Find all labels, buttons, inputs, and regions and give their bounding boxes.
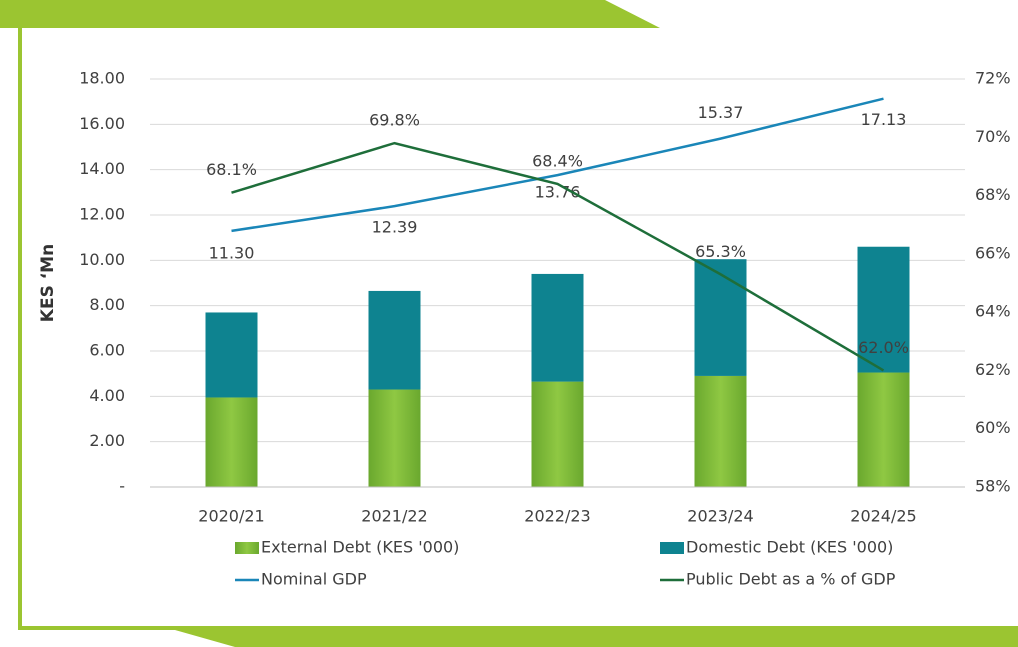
frame-bottom [18, 626, 1018, 647]
y2-tick-label: 60% [975, 418, 1011, 437]
line [231, 141, 885, 372]
y2-tick-label: 66% [975, 243, 1011, 262]
y2-tick-label: 64% [975, 302, 1011, 321]
y2-tick-label: 70% [975, 127, 1011, 146]
y2-tick-label: 62% [975, 360, 1011, 379]
legend-label: Public Debt as a % of GDP [686, 570, 896, 589]
y-axis-label: KES ‘Mn [38, 244, 58, 322]
y-tick-label: 12.00 [79, 205, 125, 224]
y2-tick-label: 72% [975, 69, 1011, 88]
y-tick-label: - [119, 477, 125, 496]
x-tick-label: 2021/22 [361, 507, 427, 526]
data-label: 13.76 [535, 183, 581, 202]
y-tick-label: 14.00 [79, 159, 125, 178]
bar [857, 246, 910, 373]
frame-left [18, 28, 22, 628]
y2-tick-label: 68% [975, 185, 1011, 204]
data-label: 69.8% [369, 111, 420, 130]
legend-swatch [660, 542, 684, 554]
bar [694, 375, 747, 487]
bar [205, 312, 258, 398]
line [231, 97, 884, 233]
bar [368, 290, 421, 390]
y-tick-label: 10.00 [79, 250, 125, 269]
x-tick-label: 2023/24 [687, 507, 753, 526]
data-label: 17.13 [861, 110, 907, 129]
bar [857, 372, 910, 487]
data-label: 68.4% [532, 151, 583, 170]
data-label: 62.0% [858, 338, 909, 357]
data-label: 12.39 [372, 218, 418, 237]
y-tick-label: 16.00 [79, 114, 125, 133]
x-tick-label: 2022/23 [524, 507, 590, 526]
bar [205, 397, 258, 487]
data-label: 65.3% [695, 242, 746, 261]
bar [368, 389, 421, 487]
y-tick-label: 8.00 [89, 295, 125, 314]
data-label: 68.1% [206, 160, 257, 179]
legend-swatch [235, 542, 259, 554]
legend-label: Nominal GDP [261, 570, 367, 589]
data-label: 15.37 [698, 103, 744, 122]
y-tick-label: 4.00 [89, 386, 125, 405]
y-tick-label: 6.00 [89, 341, 125, 360]
bar [694, 259, 747, 376]
y-tick-label: 18.00 [79, 69, 125, 88]
y2-tick-label: 58% [975, 477, 1011, 496]
x-tick-label: 2024/25 [850, 507, 916, 526]
bar [531, 273, 584, 382]
frame-top [0, 0, 660, 28]
bar [531, 381, 584, 487]
legend-label: External Debt (KES '000) [261, 538, 459, 557]
data-label: 11.30 [209, 243, 255, 262]
y-tick-label: 2.00 [89, 431, 125, 450]
x-tick-label: 2020/21 [198, 507, 264, 526]
legend-label: Domestic Debt (KES '000) [686, 538, 893, 557]
